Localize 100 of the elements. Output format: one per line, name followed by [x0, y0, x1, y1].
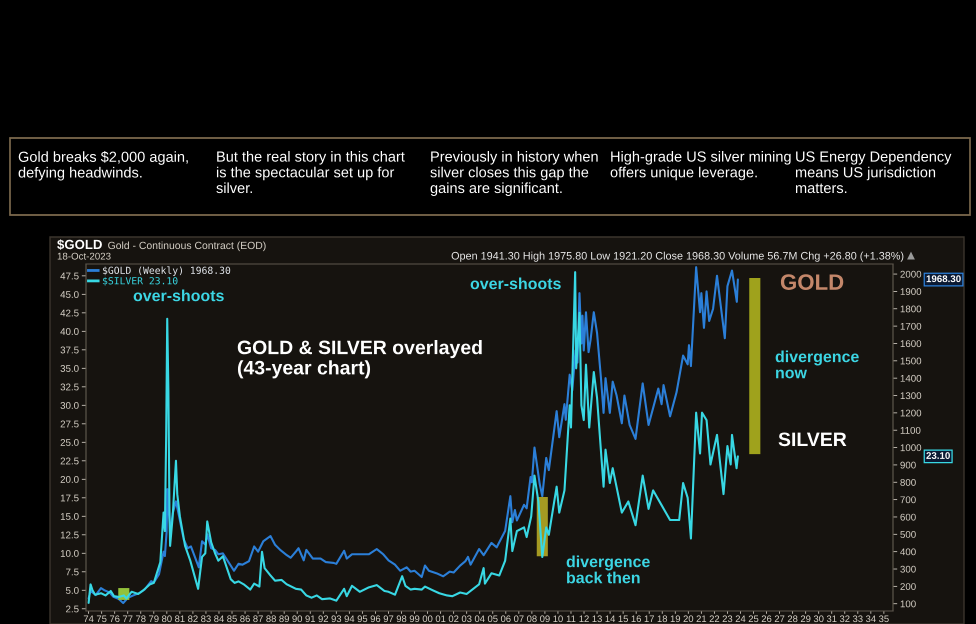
x-tick-label: 05 — [488, 615, 498, 622]
x-tick-label: 04 — [474, 615, 485, 622]
x-tick-label: 93 — [332, 615, 342, 622]
y-tick-label: 2.5 — [66, 606, 79, 612]
y-tick-label: 17.5 — [60, 494, 79, 502]
y2-tick-label: 800 — [900, 478, 916, 486]
x-tick-label: 24 — [736, 615, 746, 622]
x-tick-label: 92 — [318, 615, 328, 622]
y2-tick-label: 200 — [900, 583, 916, 590]
x-tick-label: 81 — [175, 615, 185, 622]
y-tick-label: 30.0 — [60, 402, 79, 409]
x-tick-label: 86 — [240, 615, 250, 622]
text: 1968.30 — [926, 275, 961, 282]
y-tick-label: 40.0 — [60, 328, 79, 335]
x-tick-label: 14 — [606, 616, 616, 622]
x-tick-label: 98 — [396, 615, 406, 622]
text: But the real story in this chart is the spectacular set up for silver. — [216, 151, 405, 194]
text: Open 1941.30 High 1975.80 Low 1921.20 Close 1968.30 Volume 56.7M Chg +26.80 (+1.38%) — [452, 252, 904, 262]
x-tick-label: 21 — [696, 615, 706, 622]
text: 18-Oct-2023 — [58, 252, 111, 260]
x-tick-label: 97 — [384, 615, 394, 622]
text: 23.10 — [926, 452, 950, 459]
y-tick-label: 22.5 — [60, 458, 79, 464]
y2-tick-label: 1900 — [900, 288, 922, 296]
y-tick-label: 25.0 — [60, 439, 79, 446]
y2-tick-label: 100 — [900, 600, 916, 608]
y2-tick-label: 1200 — [900, 410, 922, 416]
y-tick-label: 15.0 — [60, 513, 79, 520]
text: Previously in history when silver closes this gap the gains are significant. — [430, 151, 598, 196]
y2-tick-label: 700 — [900, 496, 916, 504]
annotation: over-shoots — [134, 290, 224, 302]
x-tick-label: 96 — [370, 615, 380, 622]
y2-tick-label: 2000 — [900, 270, 922, 278]
x-tick-label: 33 — [852, 615, 863, 622]
x-tick-label: 99 — [410, 615, 420, 622]
y2-tick-label: 400 — [900, 548, 916, 556]
x-tick-label: 13 — [592, 615, 602, 622]
text: Gold breaks $2,000 again, defying headwinds. — [18, 151, 188, 181]
x-tick-label: 11 — [566, 616, 576, 622]
annotation: SILVER — [778, 432, 846, 446]
y-tick-label: 10.0 — [60, 550, 79, 557]
x-tick-label: 84 — [214, 615, 224, 622]
annotation: divergence now — [776, 350, 859, 378]
annotation: GOLD — [780, 274, 844, 290]
x-tick-label: 26 — [762, 615, 772, 622]
x-tick-label: 83 — [201, 615, 211, 622]
text: High-grade US silver mining offers unique leverage. — [610, 151, 791, 180]
x-tick-label: 18 — [658, 615, 668, 622]
x-tick-label: 80 — [162, 615, 172, 622]
y2-tick-label: 500 — [900, 531, 916, 538]
x-tick-label: 27 — [774, 615, 784, 622]
x-tick-label: 25 — [748, 615, 758, 622]
x-tick-label: 30 — [814, 615, 824, 622]
x-tick-label: 07 — [514, 615, 524, 622]
x-tick-label: 00 — [422, 615, 432, 622]
x-tick-label: 03 — [462, 615, 472, 622]
x-tick-label: 79 — [149, 615, 159, 622]
y-tick-label: 37.5 — [60, 346, 79, 354]
x-tick-label: 08 — [526, 615, 537, 622]
x-tick-label: 77 — [122, 616, 132, 622]
x-tick-label: 82 — [188, 615, 198, 622]
x-tick-label: 29 — [800, 615, 810, 622]
y2-tick-label: 900 — [900, 462, 916, 469]
x-tick-label: 09 — [540, 615, 550, 622]
annotation: GOLD & SILVER overlayed (43-year chart) — [238, 340, 482, 378]
y2-tick-label: 1500 — [900, 358, 922, 364]
x-tick-label: 12 — [579, 615, 589, 622]
x-tick-label: 32 — [840, 615, 850, 622]
x-tick-label: 16 — [632, 615, 642, 622]
legend-label: $GOLD (Weekly) 1968.30 — [102, 266, 230, 276]
x-tick-label: 35 — [878, 615, 889, 622]
y-tick-label: 20.0 — [60, 476, 79, 483]
y2-tick-label: 1300 — [900, 392, 922, 400]
y-tick-label: 5.0 — [66, 587, 79, 594]
x-tick-label: 19 — [670, 615, 680, 622]
y2-tick-label: 1800 — [900, 305, 922, 312]
x-tick-label: 87 — [253, 615, 263, 622]
y-tick-label: 45.0 — [60, 291, 79, 298]
x-tick-label: 94 — [344, 615, 354, 622]
text: US Energy Dependency means US jurisdiction matters. — [796, 151, 952, 194]
x-tick-label: 28 — [788, 615, 798, 622]
x-tick-label: 75 — [96, 616, 106, 622]
y-tick-label: 27.5 — [60, 420, 79, 428]
x-tick-label: 10 — [553, 615, 563, 622]
x-tick-label: 02 — [448, 615, 458, 622]
x-tick-label: 31 — [826, 615, 837, 622]
bar — [749, 278, 760, 454]
x-tick-label: 22 — [710, 615, 720, 622]
annotation: divergence back then — [566, 555, 650, 584]
x-tick-label: 20 — [684, 615, 694, 622]
legend-label: $SILVER 23.10 — [102, 276, 178, 286]
x-tick-label: 23 — [722, 615, 732, 622]
x-tick-label: 15 — [618, 616, 628, 622]
chart-subtitle: Gold - Continuous Contract (EOD) — [108, 241, 266, 252]
y2-tick-label: 1000 — [900, 444, 922, 452]
x-tick-label: 88 — [266, 615, 276, 622]
y-tick-label: 7.5 — [66, 568, 79, 576]
x-tick-label: 76 — [110, 615, 120, 622]
x-tick-label: 74 — [84, 616, 94, 622]
y-tick-label: 47.5 — [60, 272, 79, 280]
